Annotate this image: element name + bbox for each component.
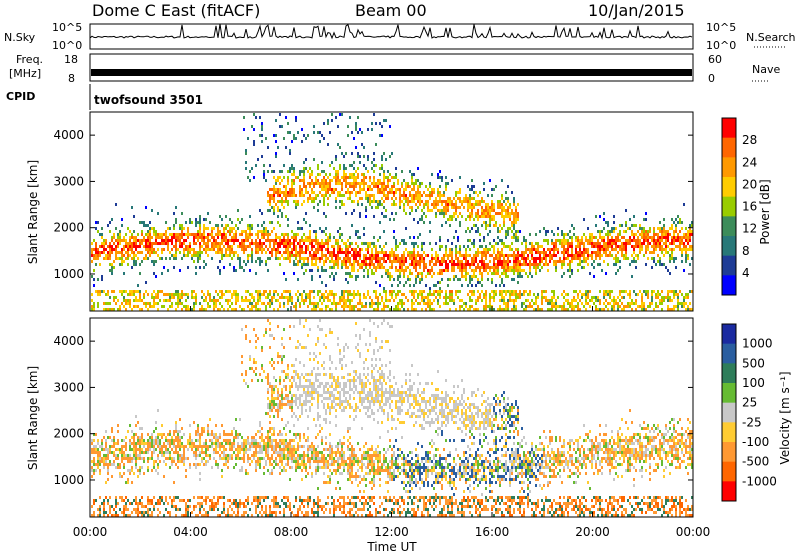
velocity-y-axis: 1000 2000 3000 4000 — [53, 334, 693, 487]
y-tick-label: 2000 — [53, 427, 84, 441]
velocity-panel: 1000 2000 3000 4000 Slant Range [km] 1000 50… — [26, 306, 792, 554]
power-y-label: Slant Range [km] — [26, 160, 40, 264]
nsky-label: N.Sky — [4, 31, 36, 44]
velocity-colorbar: 1000 500 100 25 -25 -100 -500 -1000 — [721, 323, 777, 502]
colorbar-tick-label: 24 — [742, 155, 757, 169]
nsearch-tick-bottom: 10^0 — [706, 39, 736, 52]
nsky-tick-top: 10^5 — [52, 21, 82, 34]
colorbar-tick-label: -1000 — [742, 474, 777, 488]
colorbar-swatch — [722, 461, 736, 482]
colorbar-swatch — [722, 383, 736, 404]
nsky-frame — [89, 23, 694, 50]
colorbar-swatch — [722, 157, 736, 178]
colorbar-swatch — [722, 481, 736, 502]
velocity-heatmap-cells — [91, 319, 693, 517]
colorbar-tick-label: -100 — [742, 435, 769, 449]
nsearch-label: N.Search — [746, 31, 796, 44]
nsearch-tick-top: 10^5 — [706, 21, 736, 34]
x-tick-label: 16:00 — [475, 525, 510, 539]
y-tick-label: 3000 — [53, 174, 84, 188]
colorbar-swatch — [722, 442, 736, 463]
colorbar-frame — [721, 117, 737, 296]
colorbar-tick-label: 500 — [742, 356, 765, 370]
x-tick-label: 00:00 — [73, 525, 108, 539]
nave-tick-bottom: 0 — [708, 72, 715, 85]
nsky-trace — [89, 23, 693, 40]
colorbar-swatch — [722, 275, 736, 296]
colorbar-swatch — [722, 255, 736, 276]
colorbar-tick-label: 1000 — [742, 337, 773, 351]
colorbar-swatch — [722, 324, 736, 345]
freq-label-line1: Freq. — [16, 53, 43, 66]
nave-tick-top: 60 — [708, 53, 722, 66]
colorbar-swatch — [722, 363, 736, 384]
power-colorbar: 28 24 20 16 12 8 4 — [721, 117, 757, 296]
colorbar-tick-label: 25 — [742, 396, 757, 410]
velocity-y-label: Slant Range [km] — [26, 366, 40, 470]
date-title: 10/Jan/2015 — [588, 1, 685, 20]
colorbar-frame — [721, 323, 737, 502]
x-tick-label: 04:00 — [173, 525, 208, 539]
y-tick-label: 4000 — [53, 128, 84, 142]
colorbar-tick-label: 16 — [742, 200, 757, 214]
colorbar-tick-label: 20 — [742, 177, 757, 191]
y-tick-label: 2000 — [53, 221, 84, 235]
freq-strip: Freq. [MHz] 18 8 60 0 Nave — [9, 53, 780, 85]
freq-frame — [89, 53, 694, 82]
time-x-axis: 00:00 04:00 08:00 12:00 16:00 20:00 00:00 — [73, 306, 711, 539]
colorbar-tick-label: 8 — [742, 244, 750, 258]
y-tick-label: 3000 — [53, 380, 84, 394]
colorbar-tick-label: 28 — [742, 133, 757, 147]
colorbar-tick-label: 12 — [742, 222, 757, 236]
freq-label-line2: [MHz] — [9, 67, 41, 80]
colorbar-swatch — [722, 137, 736, 158]
cpid-value: twofsound 3501 — [94, 93, 203, 107]
colorbar-tick-label: -25 — [742, 415, 762, 429]
velocity-colorbar-label: Velocity [m s⁻¹] — [778, 371, 792, 464]
y-tick-label: 1000 — [53, 267, 84, 281]
power-heatmap-cells — [91, 113, 693, 311]
colorbar-swatch — [722, 343, 736, 364]
cpid-label: CPID — [6, 90, 35, 103]
colorbar-swatch — [722, 236, 736, 257]
nsky-tick-bottom: 10^0 — [52, 39, 82, 52]
colorbar-swatch — [722, 402, 736, 423]
colorbar-tick-label: 4 — [742, 266, 750, 280]
beam-title: Beam 00 — [355, 1, 427, 20]
power-panel: 1000 2000 3000 4000 Slant Range [km] 28 24 20… — [26, 111, 772, 312]
freq-tick-top: 18 — [64, 53, 78, 66]
freq-band — [91, 69, 692, 76]
station-title: Dome C East (fitACF) — [92, 1, 260, 20]
x-tick-label: 12:00 — [374, 525, 409, 539]
x-tick-label: 20:00 — [575, 525, 610, 539]
colorbar-tick-label: 100 — [742, 376, 765, 390]
power-colorbar-label: Power [dB] — [758, 179, 772, 244]
y-tick-label: 1000 — [53, 473, 84, 487]
nsky-strip: N.Sky 10^5 10^0 10^5 10^0 N.Search — [4, 21, 796, 52]
y-tick-label: 4000 — [53, 334, 84, 348]
colorbar-swatch — [722, 422, 736, 443]
x-tick-label: 00:00 — [676, 525, 711, 539]
x-axis-label: Time UT — [366, 540, 417, 554]
freq-tick-bottom: 8 — [68, 72, 75, 85]
colorbar-swatch — [722, 196, 736, 217]
power-frame — [89, 111, 694, 312]
colorbar-swatch — [722, 177, 736, 198]
colorbar-swatch — [722, 118, 736, 139]
colorbar-swatch — [722, 216, 736, 237]
power-y-axis: 1000 2000 3000 4000 — [53, 128, 693, 281]
nave-label: Nave — [752, 63, 780, 76]
colorbar-tick-label: -500 — [742, 455, 769, 469]
x-tick-label: 08:00 — [274, 525, 309, 539]
